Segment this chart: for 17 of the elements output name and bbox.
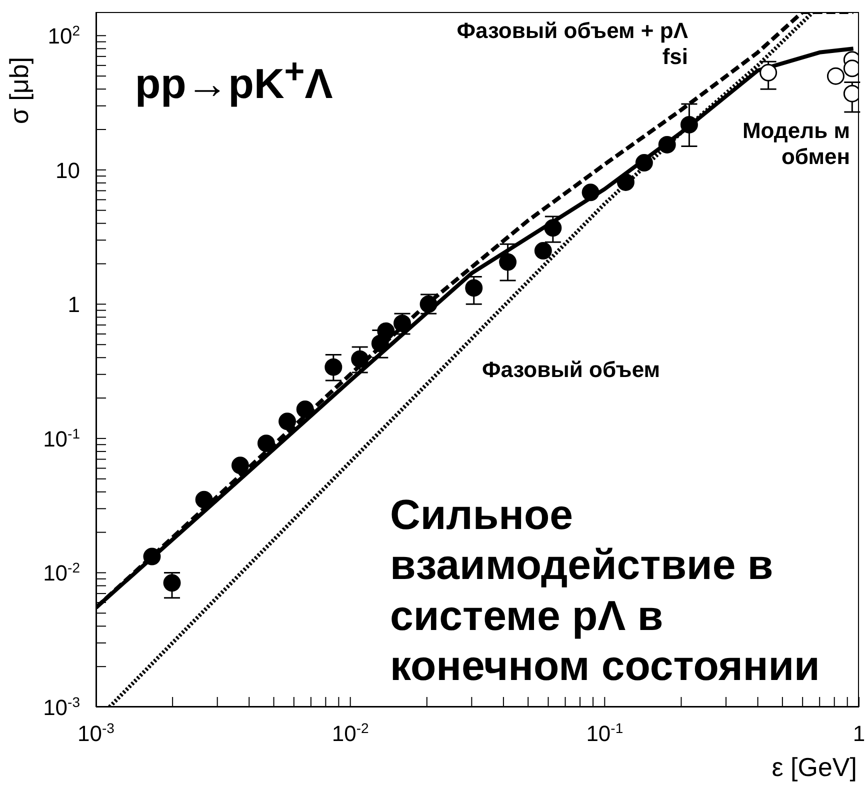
y-tick-label: 10$^{2}$ [48,22,80,49]
x-axis-title: ε [GeV] [772,752,857,783]
x-tick-label: 1 [852,721,865,746]
y-tick-label: 10 [56,158,80,183]
annotation: Фазовый объем + pΛ fsi [456,18,688,70]
annotation: Модель м обмен [741,118,850,170]
annotation: Фазовый объем [482,357,660,383]
annotation: pp→pK$^{+}$Λ [135,52,333,108]
y-axis-title: σ [μb] [4,56,36,124]
x-tick-label: 10$^{-3}$ [78,720,115,746]
x-tick-label: 10$^{-2}$ [332,720,370,746]
y-tick-label: 10$^{-1}$ [43,425,80,452]
x-tick-label: 10$^{-1}$ [586,720,624,746]
y-tick-label: 10$^{-2}$ [43,560,80,586]
annotation: Сильное взаимодействие в системе pΛ в конечном состоянии [390,490,821,692]
y-tick-label: 10$^{-3}$ [43,694,80,720]
y-tick-label: 1 [68,292,80,318]
